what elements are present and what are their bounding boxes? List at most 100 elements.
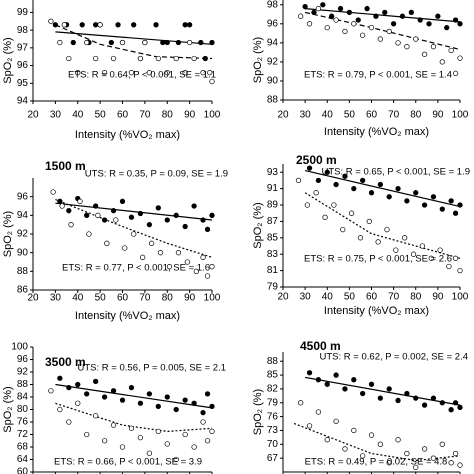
data-point bbox=[435, 13, 441, 19]
data-point bbox=[342, 173, 348, 179]
data-point bbox=[209, 403, 215, 410]
fit-line bbox=[305, 8, 461, 23]
data-point bbox=[164, 69, 170, 76]
data-point bbox=[173, 456, 179, 463]
data-point bbox=[200, 419, 206, 425]
data-point bbox=[57, 375, 63, 381]
y-tick-label: 84 bbox=[17, 392, 29, 403]
data-point bbox=[191, 203, 197, 209]
y-tick-label: 88 bbox=[17, 379, 29, 390]
data-point bbox=[346, 9, 353, 16]
data-point bbox=[457, 404, 463, 411]
data-point bbox=[399, 13, 406, 19]
data-point bbox=[164, 39, 170, 46]
data-point bbox=[331, 202, 337, 208]
data-point bbox=[142, 39, 148, 46]
data-point bbox=[410, 251, 417, 257]
data-point bbox=[84, 212, 90, 218]
x-tick-label: 90 bbox=[432, 292, 444, 303]
data-point bbox=[315, 409, 322, 415]
data-point bbox=[66, 208, 72, 214]
data-point bbox=[364, 5, 370, 12]
y-tick-label: 67 bbox=[267, 453, 279, 464]
data-point bbox=[110, 388, 117, 394]
y-tick-label: 68 bbox=[17, 442, 29, 453]
data-point bbox=[193, 268, 199, 274]
y-tick-label: 96 bbox=[267, 18, 279, 29]
data-point bbox=[164, 441, 170, 447]
data-point bbox=[377, 181, 384, 188]
y-tick-label: 85 bbox=[267, 370, 279, 381]
data-point bbox=[119, 198, 126, 204]
data-point bbox=[333, 372, 339, 378]
y-tick-label: 64 bbox=[17, 454, 29, 465]
fit-line bbox=[304, 170, 461, 208]
data-point bbox=[315, 177, 322, 184]
y-tick-label: 88 bbox=[267, 95, 279, 106]
data-point bbox=[75, 381, 81, 388]
data-point bbox=[137, 55, 144, 62]
fit-line bbox=[55, 24, 213, 60]
fit-line bbox=[55, 202, 213, 221]
y-tick-label: 83 bbox=[267, 249, 279, 260]
data-point bbox=[119, 397, 126, 403]
data-point bbox=[340, 226, 346, 233]
data-point bbox=[75, 69, 81, 76]
data-point bbox=[413, 36, 419, 42]
data-point bbox=[395, 40, 401, 46]
data-point bbox=[186, 39, 193, 46]
x-tick-label: 60 bbox=[366, 292, 378, 303]
panel: 86 88 90 92 94 96 20 30 40 50 60 70 80 90 100 Intensity… bbox=[2, 159, 228, 322]
stat-annotation: ETS: R = 0.64, P < 0.001, SE = 1.1 bbox=[68, 70, 216, 81]
data-point bbox=[419, 243, 426, 249]
data-point bbox=[66, 419, 72, 425]
x-tick-label: 70 bbox=[139, 110, 151, 121]
data-point bbox=[306, 165, 313, 171]
fit-line bbox=[55, 198, 213, 258]
data-point bbox=[198, 39, 204, 46]
y-axis-label: SpO₂ (%) bbox=[2, 386, 14, 432]
data-point bbox=[393, 247, 399, 253]
y-tick-label: 76 bbox=[17, 417, 29, 428]
data-point bbox=[57, 39, 63, 46]
panel-title: 1500 m bbox=[45, 159, 86, 173]
x-tick-label: 80 bbox=[410, 292, 422, 303]
stat-annotation: ETS: R = 0.49, P = 0.02, SE = 4.8 bbox=[305, 457, 448, 468]
fit-line bbox=[55, 402, 213, 433]
data-point bbox=[386, 28, 392, 35]
data-point bbox=[457, 202, 463, 208]
x-tick-label: 30 bbox=[50, 293, 62, 304]
panel-title: 3500 m bbox=[45, 355, 86, 369]
x-axis-label: Intensity (%VO₂ max) bbox=[324, 126, 429, 138]
data-point bbox=[166, 264, 173, 270]
data-point bbox=[84, 431, 90, 438]
data-point bbox=[452, 210, 459, 216]
data-point bbox=[146, 69, 153, 76]
y-tick-label: 100 bbox=[11, 342, 28, 353]
stat-annotation: UTS: R = 0.35, P = 0.09, SE = 1.9 bbox=[85, 169, 228, 180]
y-tick-label: 96 bbox=[17, 60, 29, 71]
data-point bbox=[155, 403, 161, 410]
stat-annotation: UTS: R = 0.65, P < 0.001, SE = 1.9 bbox=[322, 167, 470, 178]
data-point bbox=[101, 438, 108, 444]
y-tick-label: 90 bbox=[17, 247, 29, 258]
data-point bbox=[148, 240, 155, 246]
data-point bbox=[57, 406, 63, 413]
x-tick-label: 70 bbox=[139, 293, 151, 304]
stat-annotation: ETS: R = 0.79, P < 0.001, SE = 1.4 bbox=[304, 70, 452, 81]
data-point bbox=[395, 397, 401, 404]
x-tick-label: 70 bbox=[388, 110, 400, 121]
data-point bbox=[384, 226, 390, 233]
y-axis-label: SpO₂ (%) bbox=[252, 389, 264, 435]
stat-annotation: ETS: R = 0.66, P < 0.001, SE = 3.9 bbox=[54, 457, 202, 468]
panel: 6064687276808488929610020304050607080901… bbox=[2, 342, 226, 474]
data-point bbox=[404, 390, 410, 397]
y-axis-label: SpO₂ (%) bbox=[252, 37, 264, 83]
data-point bbox=[204, 391, 211, 397]
fit-line bbox=[55, 31, 213, 45]
data-point bbox=[128, 214, 135, 220]
data-point bbox=[175, 250, 182, 256]
data-point bbox=[298, 13, 304, 19]
data-point bbox=[128, 69, 135, 76]
y-tick-label: 96 bbox=[17, 191, 29, 202]
